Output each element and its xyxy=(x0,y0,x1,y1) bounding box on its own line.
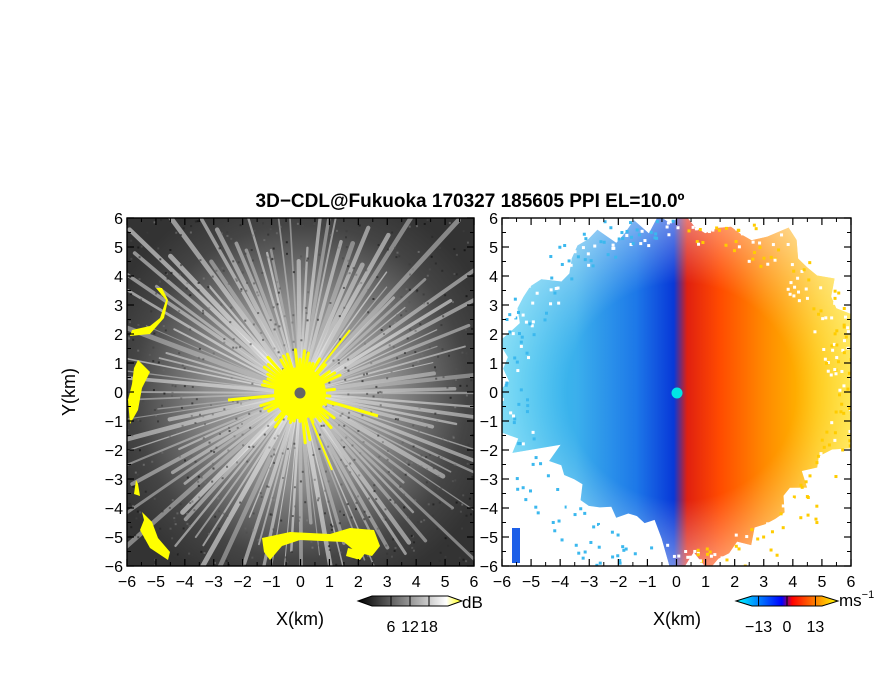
snr-y-tick-label: 4 xyxy=(114,269,123,286)
velocity-y-tick-label: 1 xyxy=(489,356,498,373)
velocity-y-tick-label: −3 xyxy=(480,472,498,489)
snr-x-tick-label: −3 xyxy=(205,574,223,591)
velocity-y-tick-label: 5 xyxy=(489,240,498,257)
velocity-y-tick-label: −1 xyxy=(480,414,498,431)
velocity-colorbar: −13 0 13 ms−1 xyxy=(734,589,874,636)
velocity-x-tick-label: 4 xyxy=(788,574,797,591)
velocity-colorbar-tick-label: −13 xyxy=(745,619,772,636)
snr-colorbar-unit: dB xyxy=(462,593,483,612)
velocity-x-tick-label: −2 xyxy=(609,574,627,591)
snr-y-tick-label: 3 xyxy=(114,298,123,315)
velocity-colorbar-ticks: −13 0 13 xyxy=(745,596,824,636)
snr-y-tick-label: −6 xyxy=(105,559,123,576)
velocity-x-tick-label: −4 xyxy=(551,574,569,591)
velocity-center-marker xyxy=(671,387,683,399)
velocity-colorbar-unit: ms−1 xyxy=(839,589,874,610)
snr-y-tick-label: 5 xyxy=(114,240,123,257)
velocity-x-axis-label: X(km) xyxy=(653,609,701,629)
velocity-y-tick-label: −5 xyxy=(480,530,498,547)
snr-y-tick-label: 0 xyxy=(114,385,123,402)
snr-colorbar-tick-label: 18 xyxy=(420,619,438,636)
snr-y-tick-label: −5 xyxy=(105,530,123,547)
velocity-colorbar-tick-label: 13 xyxy=(807,619,825,636)
chart-title: 3D−CDL@Fukuoka 170327 185605 PPI EL=10.0… xyxy=(256,191,685,212)
velocity-y-tick-label: −2 xyxy=(480,443,498,460)
velocity-x-tick-label: 6 xyxy=(847,574,856,591)
snr-y-tick-label: 2 xyxy=(114,327,123,344)
velocity-x-tick-label: 5 xyxy=(817,574,826,591)
snr-x-tick-label: 2 xyxy=(354,574,363,591)
snr-x-tick-label: −2 xyxy=(234,574,252,591)
snr-y-axis-label: Y(km) xyxy=(59,368,79,416)
snr-x-tick-label: 3 xyxy=(383,574,392,591)
velocity-x-tick-label: 1 xyxy=(701,574,710,591)
velocity-y-tick-label: −4 xyxy=(480,501,498,518)
snr-colorbar-ticks: 6 12 18 xyxy=(387,596,438,636)
velocity-y-tick-label: 2 xyxy=(489,327,498,344)
snr-x-tick-label: −1 xyxy=(262,574,280,591)
snr-colorbar-tick-label: 6 xyxy=(387,619,396,636)
velocity-y-tick-label: 3 xyxy=(489,298,498,315)
snr-x-tick-label: 6 xyxy=(470,574,479,591)
snr-y-tick-label: 6 xyxy=(114,211,123,228)
snr-colorbar-tick-label: 12 xyxy=(401,619,419,636)
velocity-colorbar-tick-label: 0 xyxy=(783,619,792,636)
velocity-y-tick-label: 0 xyxy=(489,385,498,402)
snr-y-tick-label: 1 xyxy=(114,356,123,373)
snr-x-tick-label: 0 xyxy=(296,574,305,591)
velocity-x-tick-label: 2 xyxy=(730,574,739,591)
snr-x-axis-label: X(km) xyxy=(276,609,324,629)
velocity-x-tick-label: −1 xyxy=(638,574,656,591)
velocity-y-tick-label: 4 xyxy=(489,269,498,286)
velocity-field xyxy=(502,218,851,566)
snr-x-tick-label: 4 xyxy=(412,574,421,591)
velocity-y-tick-label: −6 xyxy=(480,559,498,576)
velocity-x-tick-label: 0 xyxy=(672,574,681,591)
velocity-y-tick-label: 6 xyxy=(489,211,498,228)
velocity-x-tick-label: −5 xyxy=(522,574,540,591)
snr-y-tick-label: −4 xyxy=(105,501,123,518)
velocity-x-tick-label: −6 xyxy=(493,574,511,591)
velocity-colorbar-unit-exponent: −1 xyxy=(862,589,875,601)
snr-y-tick-label: −3 xyxy=(105,472,123,489)
snr-x-tick-label: −4 xyxy=(176,574,194,591)
snr-center-marker xyxy=(294,387,306,399)
velocity-axes: −6 −5 −4 −3 −2 −1 0 1 2 3 4 5 6 6 5 4 3 2 1 0 −1 −2 −3 −4 −5 −6 xyxy=(480,211,856,591)
velocity-colorbar-unit-base: ms xyxy=(839,591,862,610)
snr-y-tick-label: −1 xyxy=(105,414,123,431)
snr-axes: −6 −5 −4 −3 −2 −1 0 1 2 3 4 5 6 6 5 4 3 2 1 0 −1 −2 −3 −4 −5 −6 xyxy=(105,211,479,591)
snr-y-tick-label: −2 xyxy=(105,443,123,460)
velocity-panel: −6 −5 −4 −3 −2 −1 0 1 2 3 4 5 6 6 5 4 3 2 1 0 −1 −2 −3 −4 −5 −6 X… xyxy=(480,211,874,636)
velocity-x-tick-label: −3 xyxy=(580,574,598,591)
snr-x-tick-label: 5 xyxy=(441,574,450,591)
velocity-x-tick-label: 3 xyxy=(759,574,768,591)
snr-colorbar: 6 12 18 dB xyxy=(356,593,483,636)
snr-field xyxy=(127,218,474,566)
snr-x-tick-label: 1 xyxy=(325,574,334,591)
snr-x-tick-label: −5 xyxy=(147,574,165,591)
snr-x-tick-label: −6 xyxy=(118,574,136,591)
